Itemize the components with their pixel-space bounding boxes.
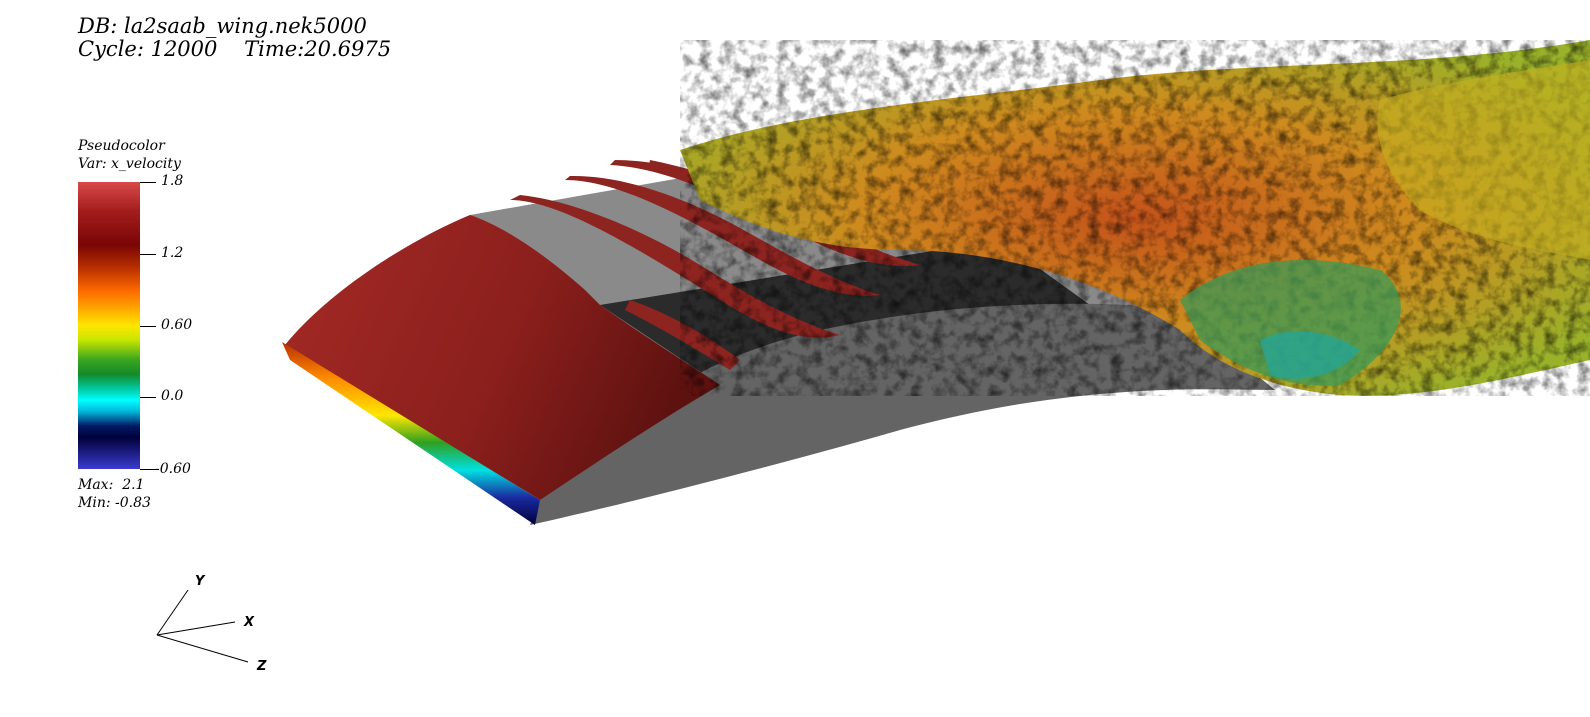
axes-triad <box>156 589 249 663</box>
colorbar-tick-label: 0.60 <box>161 317 193 333</box>
wake-yellow-region <box>1377 60 1590 260</box>
axis-y-label: Y <box>195 574 206 589</box>
colorbar-tick-label: -0.60 <box>155 461 191 477</box>
colorbar-tick <box>140 254 156 255</box>
colorbar-tick <box>140 326 156 327</box>
wing-leading-edge <box>285 215 720 500</box>
legend-variable: Var: x_velocity <box>78 156 181 172</box>
colorbar-tick <box>140 182 156 183</box>
colorbar-tick <box>140 469 156 470</box>
colorbar-tick <box>140 397 156 398</box>
colorbar-tick-label: 1.8 <box>161 173 184 189</box>
leading-edge-stripe <box>282 342 540 525</box>
axis-x-label: X <box>243 615 255 630</box>
database-label: DB: la2saab_wing.nek5000 <box>78 14 367 38</box>
colorbar <box>78 182 140 469</box>
legend-max-label: Max: 2.1 <box>78 477 145 493</box>
colorbar-tick-label: 1.2 <box>161 245 184 261</box>
legend-min-label: Min: -0.83 <box>78 495 151 511</box>
axis-z-label: Z <box>256 659 267 674</box>
legend-title: Pseudocolor <box>78 138 165 154</box>
cycle-time-label: Cycle: 12000 Time:20.6975 <box>78 37 392 61</box>
wake-cyan-region <box>1260 331 1360 379</box>
colorbar-tick-label: 0.0 <box>161 388 184 404</box>
wing-side-profile <box>530 303 1275 525</box>
